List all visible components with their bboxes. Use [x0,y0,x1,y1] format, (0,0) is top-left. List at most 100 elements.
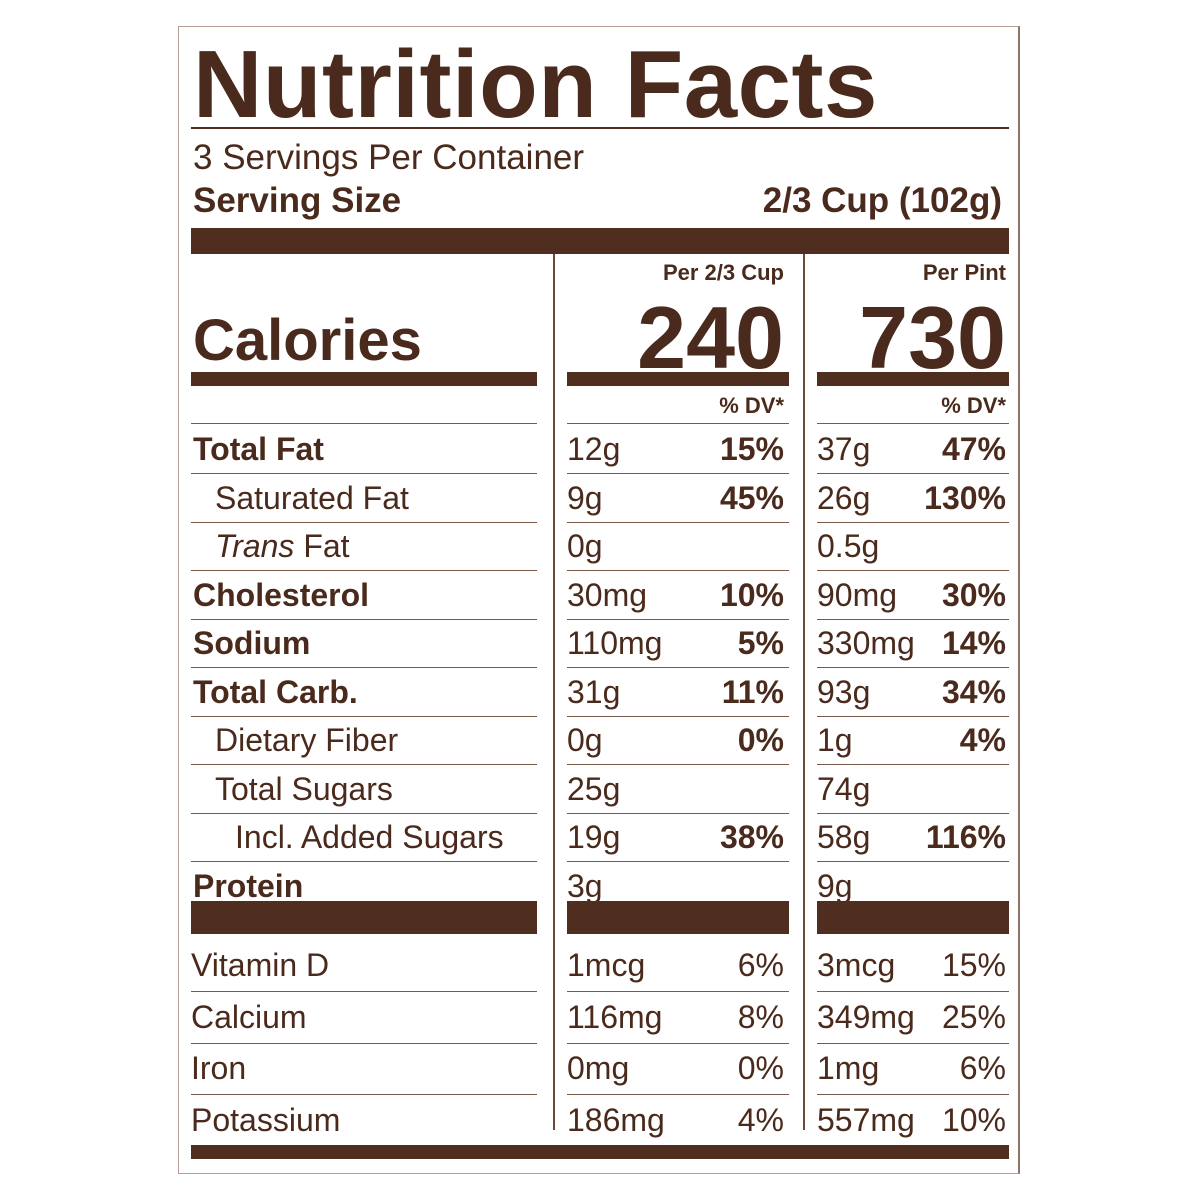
nutrient-amount: 90mg [817,576,898,613]
nutrient-label: Total Carb. [193,673,358,710]
nutrient-label: Saturated Fat [215,479,409,516]
nutrient-amount: 31g [567,673,621,710]
micronutrient-label: Potassium [191,1101,341,1138]
row-rule [191,764,537,765]
serving-size-value: 2/3 Cup (102g) [762,181,1002,220]
nutrient-dv: 0% [737,722,784,758]
row-rule [567,1094,789,1095]
row-rule [567,521,789,523]
nutrient-label: Total Fat [193,431,324,467]
row-rule [817,812,1009,814]
micronutrient-dv: 6% [737,947,784,983]
column-2-header: Per Pint [922,260,1006,285]
micronutrient-amount: 1mg [817,1050,880,1086]
nutrient-amount: 93g [817,673,871,710]
row-rule [817,570,1009,571]
row-rule [191,521,537,523]
serving-size-label: Serving Size [193,181,402,220]
row-rule [567,667,789,668]
nutrient-label: Total Sugars [215,770,393,807]
row-rule [817,473,1009,474]
micronutrient-dv: 4% [737,1101,784,1138]
nutrient-dv: 14% [941,625,1006,661]
micronutrient-amount: 349mg [817,998,915,1035]
dv-header-1: % DV* [719,393,784,418]
micronutrient-dv: 15% [941,947,1006,983]
column-divider-1 [553,254,555,1130]
nutrient-amount: 19g [567,819,621,855]
row-rule [191,667,537,668]
nutrient-label: Trans Fat [215,528,350,564]
nutrient-label: Protein [193,867,304,904]
separator-band-label [191,901,537,934]
nutrient-amount: 9g [817,867,853,904]
row-rule [567,991,789,992]
row-rule [191,812,537,814]
row-rule [567,861,789,862]
row-rule [817,861,1009,862]
row-rule [191,618,537,620]
micronutrient-amount: 116mg [567,998,663,1035]
calories-bar-label [191,372,537,386]
nutrient-dv: 15% [719,431,784,467]
nutrient-amount: 37g [817,431,871,467]
row-rule [817,618,1009,620]
micronutrient-dv: 0% [737,1050,784,1086]
nutrient-dv: 4% [959,722,1006,758]
column-1-header: Per 2/3 Cup [662,260,784,285]
calories-value-1: 240 [637,288,784,387]
column-divider-2 [803,254,805,1130]
row-rule [567,715,789,717]
nutrient-dv: 130% [924,479,1006,516]
row-rule [191,570,537,571]
micronutrient-amount: 186mg [567,1101,665,1138]
calories-label: Calories [193,308,422,373]
row-rule [191,991,537,992]
nutrient-dv: 34% [941,673,1006,710]
row-rule [567,764,789,765]
separator-band-col2 [817,901,1009,934]
nutrient-amount: 25g [567,770,621,807]
row-rule [567,618,789,620]
row-rule [191,1042,537,1044]
micronutrient-dv: 25% [941,998,1006,1035]
nutrient-label: Cholesterol [193,576,370,613]
nutrient-dv: 116% [925,819,1006,855]
nutrient-label: Sodium [193,625,311,661]
micronutrient-dv: 8% [737,998,784,1035]
row-rule [817,521,1009,523]
nutrient-amount: 30mg [567,576,648,613]
calories-bar-col1 [567,372,789,386]
nutrient-amount: 0g [567,528,603,564]
servings-per-container: 3 Servings Per Container [193,138,585,177]
row-rule [191,715,537,717]
nutrient-amount: 74g [817,770,871,807]
micronutrient-amount: 3mcg [817,947,896,983]
nutrient-dv: 47% [941,431,1006,467]
micronutrient-dv: 6% [959,1050,1006,1086]
nutrient-label: Incl. Added Sugars [235,819,504,855]
row-rule [817,991,1009,992]
nutrient-dv: 30% [941,576,1006,613]
micronutrient-label: Calcium [191,998,307,1035]
nutrient-dv: 38% [719,819,784,855]
row-rule [817,715,1009,717]
nutrient-amount: 26g [817,479,871,516]
nutrient-amount: 3g [567,867,603,904]
nutrient-dv: 10% [719,576,784,613]
nutrient-amount: 110mg [567,625,663,661]
micronutrient-amount: 557mg [817,1101,915,1138]
calories-value-2: 730 [859,288,1006,387]
row-rule [567,423,789,424]
micronutrient-label: Iron [191,1050,247,1086]
row-rule [567,1042,789,1044]
row-rule [817,1094,1009,1095]
row-rule [191,473,537,474]
panel-title: Nutrition Facts [193,31,878,138]
nutrient-label-italic: Trans [215,528,295,564]
micronutrient-amount: 1mcg [567,947,646,983]
row-rule [817,764,1009,765]
nutrient-amount: 0.5g [817,528,880,564]
micronutrient-dv: 10% [941,1101,1006,1138]
nutrient-amount: 330mg [817,625,915,661]
